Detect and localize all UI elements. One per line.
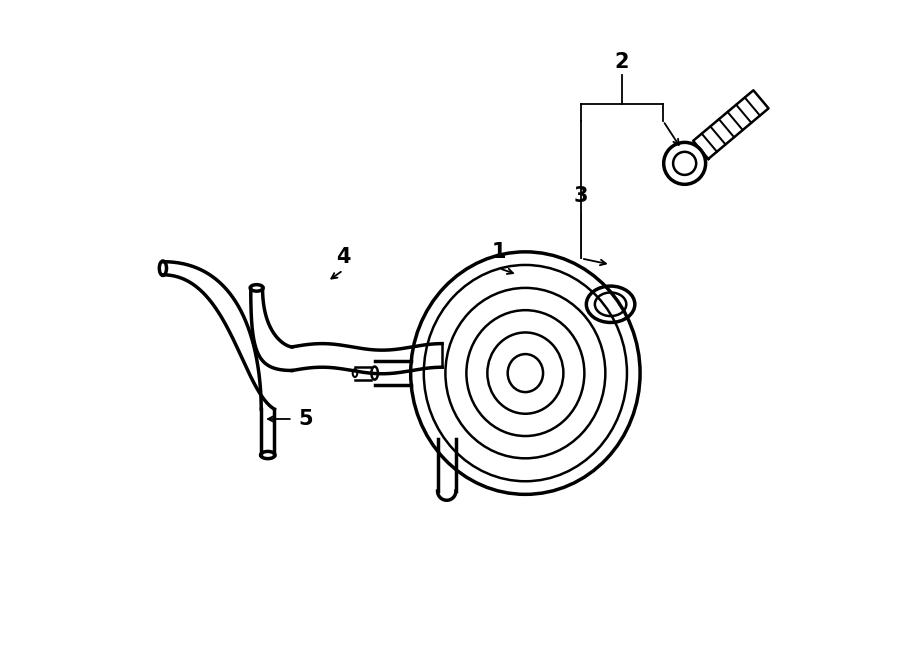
Text: 5: 5	[298, 409, 312, 429]
Text: 3: 3	[574, 186, 589, 206]
Text: 1: 1	[492, 242, 507, 262]
Text: 2: 2	[615, 52, 629, 72]
Text: 4: 4	[336, 247, 350, 267]
